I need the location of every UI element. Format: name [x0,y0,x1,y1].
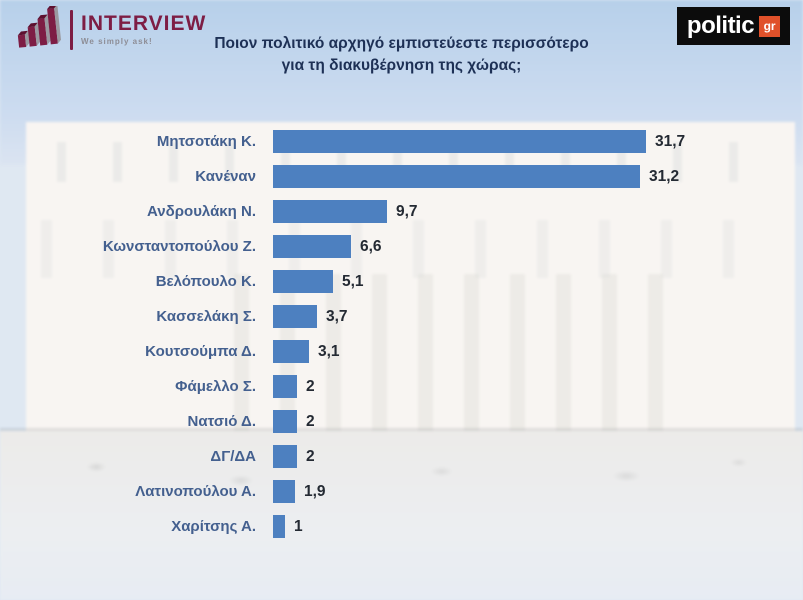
bar-label: Μητσοτάκη Κ. [156,133,256,150]
politic-logo: politic gr [677,7,790,45]
bar [273,340,309,363]
politic-logo-gr-badge: gr [759,15,781,37]
bar [273,165,640,188]
chart-row: Κασσελάκη Σ. 3,7 [0,299,803,334]
bar [273,200,387,223]
bar-value: 3,7 [326,307,348,325]
bar [273,130,646,153]
chart-row: Χαρίτσης Α. 1 [0,509,803,544]
chart-row: Φάμελλο Σ. 2 [0,369,803,404]
chart-title-line1: Ποιον πολιτικό αρχηγό εμπιστεύεστε περισ… [214,35,589,52]
bar-label: Φάμελλο Σ. [175,378,256,395]
bar-label: Βελόπουλο Κ. [155,273,256,290]
bar-label: Ανδρουλάκη Ν. [147,203,256,220]
bar-value: 3,1 [318,342,340,360]
chart-row: Κωνσταντοπούλου Ζ. 6,6 [0,229,803,264]
fence-line [0,428,803,431]
bar-label: Κουτσούμπα Δ. [145,343,256,360]
bar-value: 1 [294,517,303,535]
chart-row: ΔΓ/ΔΑ 2 [0,439,803,474]
bar [273,480,295,503]
interview-logo-tagline: We simply ask! [81,37,153,46]
chart-title: Ποιον πολιτικό αρχηγό εμπιστεύεστε περισ… [140,33,663,76]
bar-label: Λατινοπούλου Α. [135,483,256,500]
politic-logo-name: politic [686,12,755,39]
bar-value: 2 [306,447,315,465]
bar-label: Χαρίτσης Α. [171,518,256,535]
bar-chart-icon [16,4,62,53]
chart-row: Κουτσούμπα Δ. 3,1 [0,334,803,369]
plaza-crowd [0,431,803,521]
bar [273,410,297,433]
chart-row: Μητσοτάκη Κ. 31,7 [0,124,803,159]
interview-logo-name: INTERVIEW [81,12,207,35]
chart-title-line2: για τη διακυβέρνηση της χώρας; [281,56,522,74]
bar-value: 5,1 [342,272,364,290]
bar-label: ΔΓ/ΔΑ [210,448,256,465]
chart-row: Λατινοπούλου Α. 1,9 [0,474,803,509]
interview-logo: INTERVIEW We simply ask! [16,4,206,53]
bar-value: 6,6 [360,237,382,255]
bar [273,375,297,398]
logo-divider [70,9,73,50]
chart-row: Νατσιό Δ. 2 [0,404,803,439]
interview-logo-text: INTERVIEW We simply ask! [81,13,206,46]
bar-label: Κωνσταντοπούλου Ζ. [102,238,256,255]
bar [273,305,317,328]
bar-label: Κανέναν [195,168,256,185]
bar-label: Νατσιό Δ. [187,413,256,430]
bar [273,270,333,293]
chart-row: Ανδρουλάκη Ν. 9,7 [0,194,803,229]
bar-label: Κασσελάκη Σ. [156,308,256,325]
bar [273,515,285,538]
chart-row: Κανέναν 31,2 [0,159,803,194]
bar [273,445,297,468]
bar-value: 1,9 [304,482,326,500]
plaza [0,431,803,600]
bar-value: 2 [306,377,315,395]
bar-value: 31,7 [655,132,686,150]
bar-value: 2 [306,412,315,430]
bar [273,235,351,258]
bar-chart: Μητσοτάκη Κ. 31,7 Κανέναν 31,2 Ανδρουλάκ… [0,124,803,544]
bar-value: 9,7 [396,202,418,220]
chart-row: Βελόπουλο Κ. 5,1 [0,264,803,299]
bar-value: 31,2 [649,167,680,185]
